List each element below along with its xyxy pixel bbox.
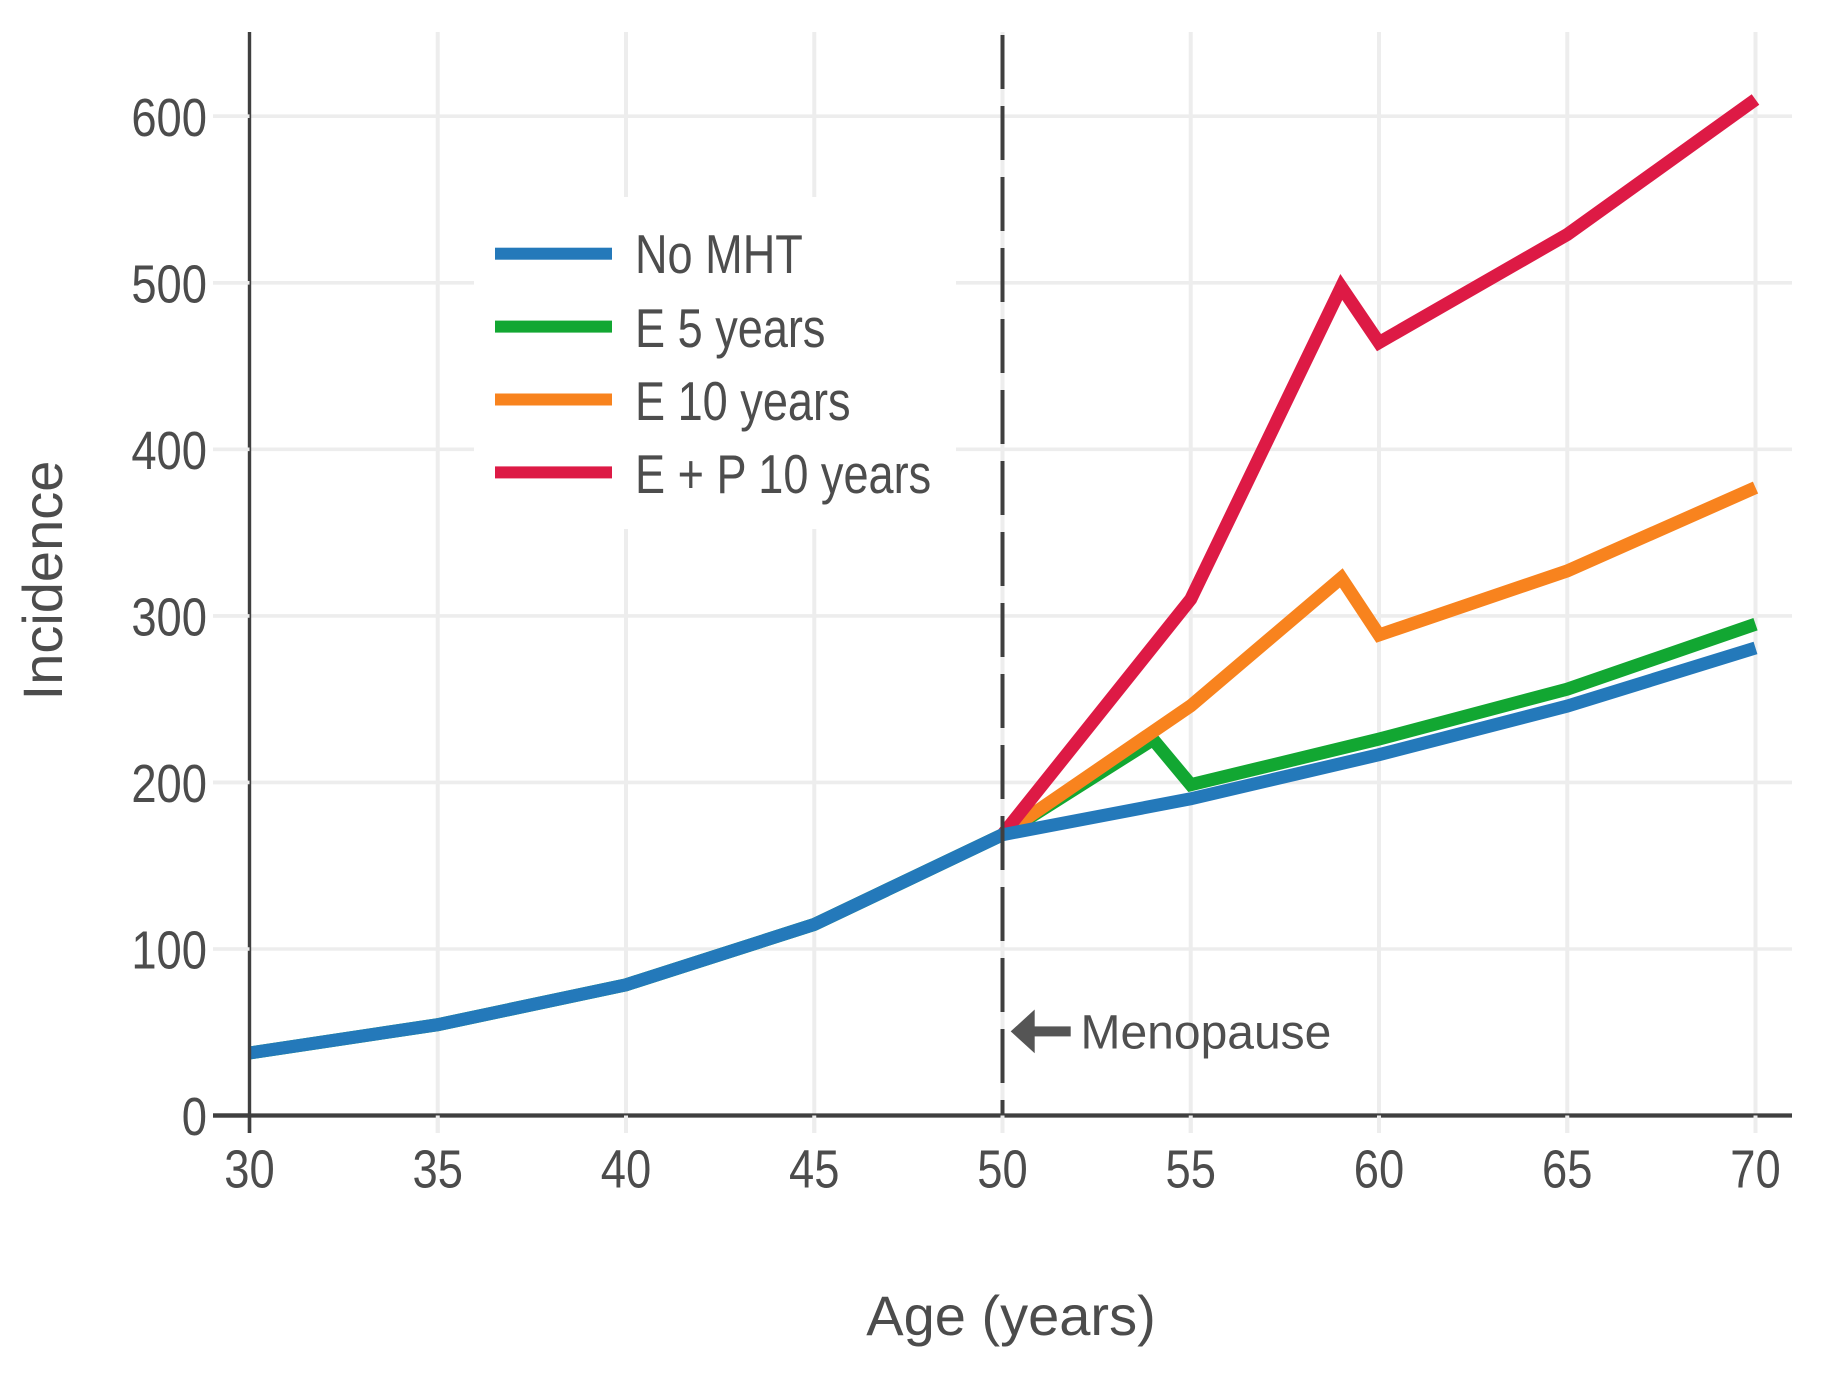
svg-text:E 10 years: E 10 years bbox=[635, 370, 851, 432]
svg-text:70: 70 bbox=[1730, 1139, 1780, 1200]
svg-text:60: 60 bbox=[1354, 1139, 1404, 1200]
svg-text:500: 500 bbox=[131, 254, 207, 315]
svg-text:200: 200 bbox=[131, 753, 207, 814]
svg-text:30: 30 bbox=[224, 1139, 274, 1200]
svg-text:65: 65 bbox=[1542, 1139, 1592, 1200]
svg-text:E + P 10 years: E + P 10 years bbox=[635, 443, 931, 505]
svg-text:45: 45 bbox=[789, 1139, 839, 1200]
svg-text:100: 100 bbox=[131, 920, 207, 981]
svg-text:Menopause: Menopause bbox=[1081, 1007, 1332, 1060]
svg-text:E 5 years: E 5 years bbox=[635, 297, 825, 359]
svg-text:600: 600 bbox=[131, 87, 207, 148]
svg-text:No MHT: No MHT bbox=[635, 223, 803, 285]
svg-text:40: 40 bbox=[601, 1139, 651, 1200]
svg-text:300: 300 bbox=[131, 587, 207, 648]
svg-text:Age (years): Age (years) bbox=[866, 1284, 1155, 1347]
svg-text:0: 0 bbox=[182, 1086, 207, 1147]
svg-text:Incidence: Incidence bbox=[11, 461, 74, 701]
svg-text:50: 50 bbox=[977, 1139, 1027, 1200]
svg-text:35: 35 bbox=[413, 1139, 463, 1200]
svg-text:55: 55 bbox=[1166, 1139, 1216, 1200]
svg-text:400: 400 bbox=[131, 420, 207, 481]
